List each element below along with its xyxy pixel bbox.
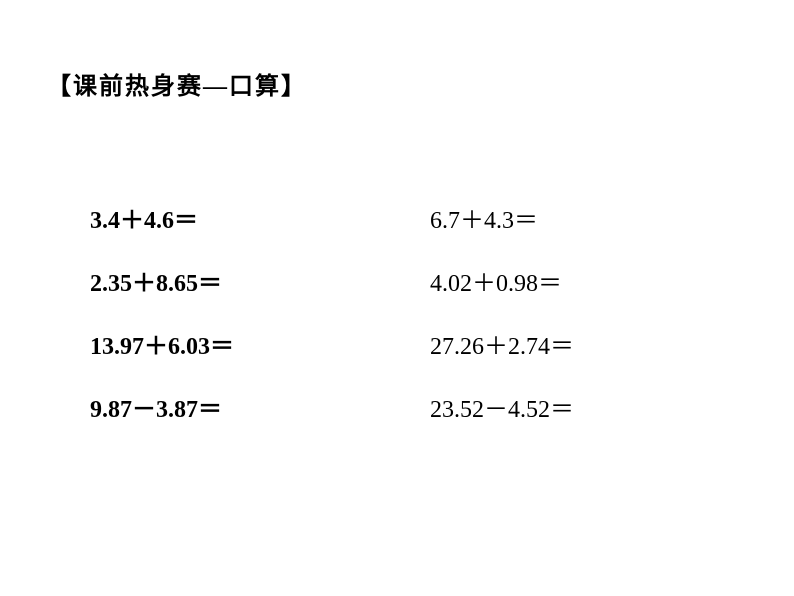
problem-row: 9.87－3.87＝ 23.52－4.52＝	[90, 389, 574, 424]
section-title: 【课前热身赛—口算】	[47, 66, 307, 101]
problem-row: 3.4＋4.6＝ 6.7＋4.3＝	[90, 200, 574, 235]
problem-right: 6.7＋4.3＝	[430, 200, 538, 235]
problem-row: 13.97＋6.03＝ 27.26＋2.74＝	[90, 326, 574, 361]
title-text: 【课前热身赛—口算】	[47, 74, 307, 100]
problem-left: 13.97＋6.03＝	[90, 326, 430, 361]
problem-left: 3.4＋4.6＝	[90, 200, 430, 235]
problem-right: 23.52－4.52＝	[430, 389, 574, 424]
problem-right: 4.02＋0.98＝	[430, 263, 562, 298]
problem-left: 9.87－3.87＝	[90, 389, 430, 424]
problems-container: 3.4＋4.6＝ 6.7＋4.3＝ 2.35＋8.65＝ 4.02＋0.98＝ …	[90, 200, 574, 424]
problem-left: 2.35＋8.65＝	[90, 263, 430, 298]
problem-right: 27.26＋2.74＝	[430, 326, 574, 361]
problem-row: 2.35＋8.65＝ 4.02＋0.98＝	[90, 263, 574, 298]
